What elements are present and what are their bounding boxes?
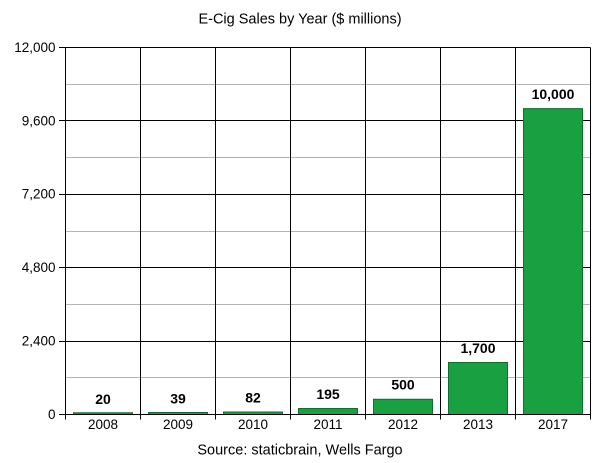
svg-text:9,600: 9,600 bbox=[22, 113, 56, 128]
svg-text:2013: 2013 bbox=[463, 417, 493, 432]
svg-text:10,000: 10,000 bbox=[532, 86, 575, 102]
svg-text:Source: staticbrain, Wells Far: Source: staticbrain, Wells Fargo bbox=[197, 443, 402, 459]
svg-text:20: 20 bbox=[95, 391, 111, 407]
svg-text:0: 0 bbox=[48, 407, 56, 422]
svg-text:500: 500 bbox=[391, 377, 415, 393]
svg-text:2012: 2012 bbox=[388, 417, 418, 432]
svg-text:2,400: 2,400 bbox=[22, 334, 56, 349]
svg-text:12,000: 12,000 bbox=[14, 40, 55, 55]
svg-text:2009: 2009 bbox=[163, 417, 193, 432]
svg-text:7,200: 7,200 bbox=[22, 187, 56, 202]
svg-text:195: 195 bbox=[316, 386, 340, 402]
svg-text:E-Cig Sales by Year ($ million: E-Cig Sales by Year ($ millions) bbox=[198, 12, 401, 28]
svg-text:2011: 2011 bbox=[313, 417, 342, 432]
svg-text:1,700: 1,700 bbox=[460, 340, 495, 356]
svg-text:39: 39 bbox=[170, 391, 186, 407]
svg-text:82: 82 bbox=[245, 389, 261, 405]
svg-text:2008: 2008 bbox=[88, 417, 118, 432]
svg-text:2010: 2010 bbox=[238, 417, 268, 432]
svg-text:4,800: 4,800 bbox=[22, 260, 56, 275]
svg-text:2017: 2017 bbox=[538, 417, 568, 432]
